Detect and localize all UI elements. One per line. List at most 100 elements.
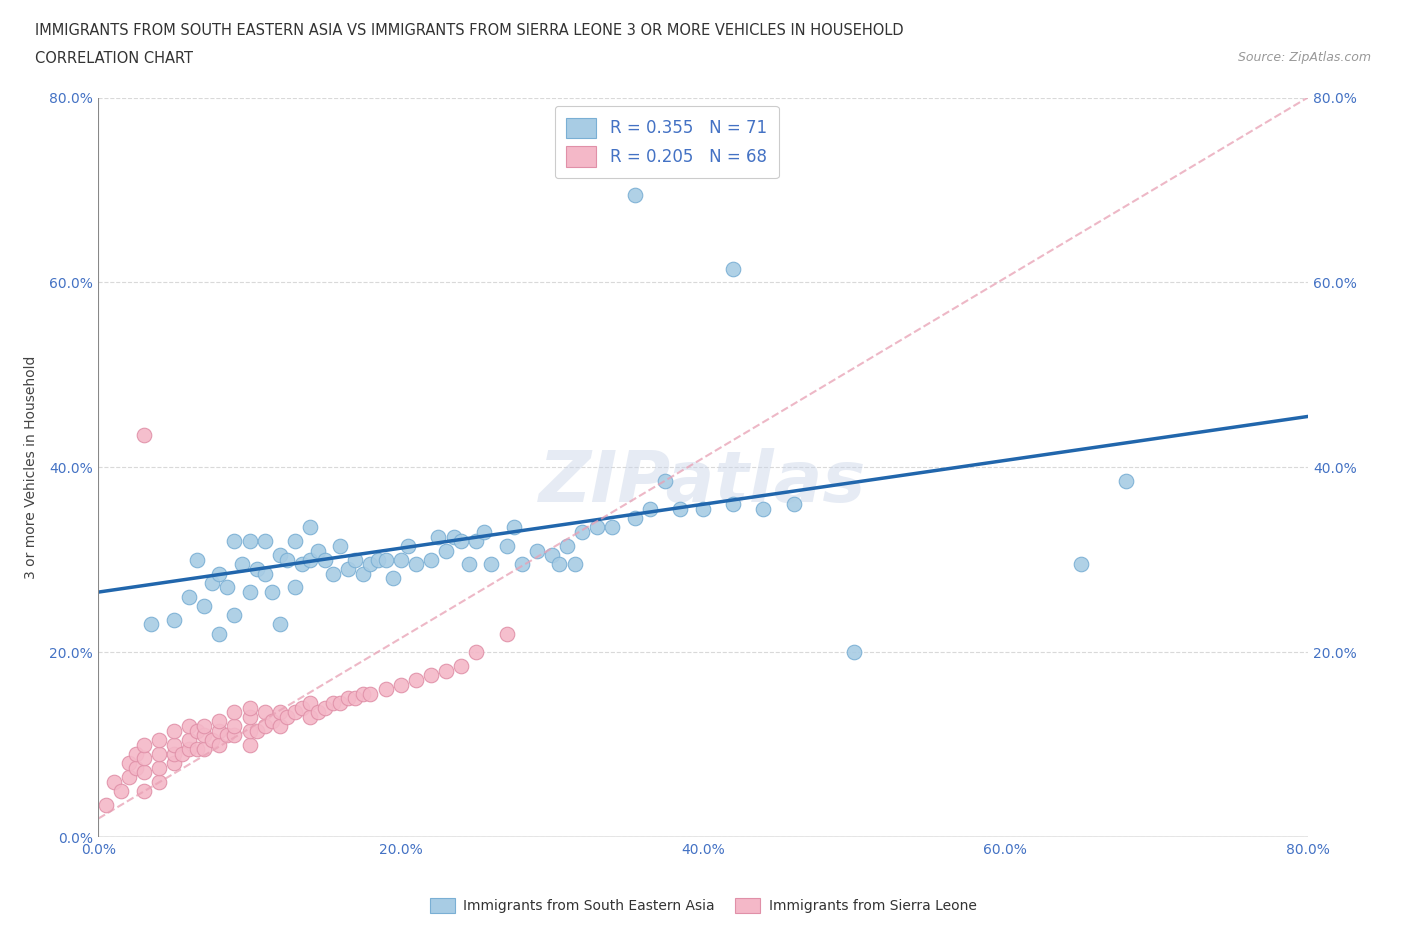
Point [193,742,215,757]
Point [179,590,201,604]
Point [284,580,307,595]
Point [276,710,298,724]
Point [299,520,322,535]
Point [1115,473,1137,488]
Legend: R = 0.355   N = 71, R = 0.205   N = 68: R = 0.355 N = 71, R = 0.205 N = 68 [555,106,779,179]
Point [246,724,269,738]
Point [224,719,246,734]
Point [94,797,117,812]
Point [450,534,472,549]
Point [193,599,215,614]
Point [396,538,419,553]
Point [246,562,269,577]
Point [481,557,503,572]
Point [367,552,389,567]
Point [322,696,344,711]
Point [132,428,155,443]
Point [186,742,208,757]
Point [586,520,609,535]
Point [208,737,231,752]
Point [253,534,276,549]
Point [118,755,141,770]
Point [472,525,495,539]
Point [602,520,624,535]
Point [654,473,676,488]
Point [329,696,352,711]
Point [125,760,148,775]
Point [624,187,647,202]
Point [239,710,262,724]
Point [253,719,276,734]
Point [336,691,359,706]
Point [269,705,291,720]
Point [163,724,186,738]
Point [208,566,231,581]
Point [443,529,465,544]
Point [163,612,186,627]
Point [352,686,374,701]
Point [844,644,866,659]
Point [352,566,374,581]
Point [262,585,284,600]
Point [224,705,246,720]
Point [669,501,692,516]
Point [284,534,307,549]
Point [314,700,336,715]
Point [148,774,170,789]
Point [1070,557,1092,572]
Point [253,705,276,720]
Point [239,534,262,549]
Point [314,552,336,567]
Point [420,668,443,683]
Point [555,538,578,553]
Point [170,747,193,762]
Point [208,626,231,641]
Point [638,501,661,516]
Point [374,552,396,567]
Point [382,571,405,586]
Point [269,617,291,631]
Point [723,261,745,276]
Point [132,751,155,766]
Point [360,686,382,701]
Point [540,548,562,563]
Point [239,700,262,715]
Point [291,557,314,572]
Point [299,710,322,724]
Point [132,764,155,779]
Point [692,501,714,516]
Point [253,566,276,581]
Point [307,543,329,558]
Point [224,728,246,743]
Point [110,783,132,798]
Y-axis label: 3 or more Vehicles in Household: 3 or more Vehicles in Household [24,355,38,579]
Text: CORRELATION CHART: CORRELATION CHART [35,51,193,66]
Point [269,719,291,734]
Point [291,700,314,715]
Point [299,696,322,711]
Point [465,644,488,659]
Point [163,755,186,770]
Point [374,682,396,697]
Point [186,724,208,738]
Point [495,538,517,553]
Point [269,548,291,563]
Point [624,511,647,525]
Point [571,525,593,539]
Text: IMMIGRANTS FROM SOUTH EASTERN ASIA VS IMMIGRANTS FROM SIERRA LEONE 3 OR MORE VEH: IMMIGRANTS FROM SOUTH EASTERN ASIA VS IM… [35,23,904,38]
Point [450,658,472,673]
Point [405,672,427,687]
Point [495,626,517,641]
Point [231,557,253,572]
Point [526,543,548,558]
Point [193,728,215,743]
Point [344,552,367,567]
Point [201,733,224,748]
Point [193,719,215,734]
Point [457,557,479,572]
Point [344,691,367,706]
Point [224,534,246,549]
Text: Source: ZipAtlas.com: Source: ZipAtlas.com [1237,51,1371,64]
Point [239,737,262,752]
Point [510,557,533,572]
